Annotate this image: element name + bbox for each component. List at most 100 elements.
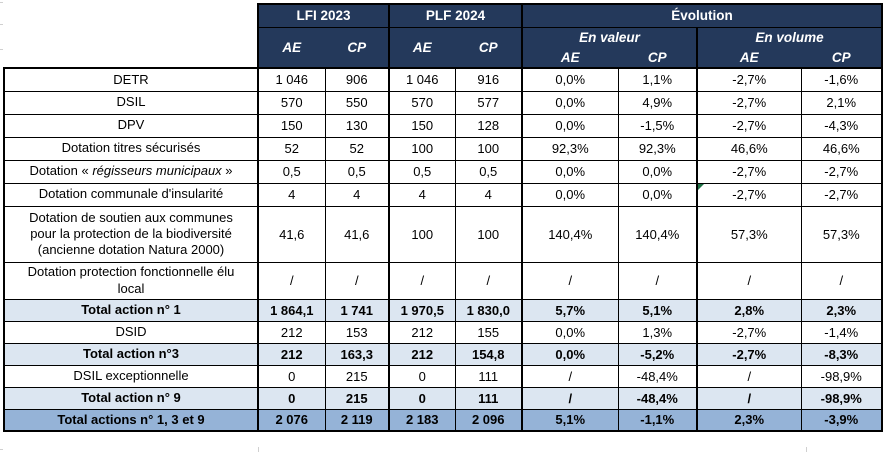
value-cell: 0,0% — [521, 320, 619, 344]
value-cell: -2,7% — [696, 342, 802, 366]
value-cell: -2,7% — [696, 182, 802, 207]
value-cell: -1,6% — [800, 67, 883, 92]
value-cell: 0,0% — [521, 113, 619, 138]
value-cell: 5,1% — [617, 298, 698, 322]
value-cell: 100 — [454, 136, 523, 161]
value-cell: -8,3% — [800, 342, 883, 366]
value-cell: 2 183 — [388, 408, 456, 432]
value-cell: 92,3% — [521, 136, 619, 161]
table-row: Total action n° 9 0 215 0 111/-48,4% / -98,9% — [3, 386, 883, 410]
value-cell: 0 — [257, 386, 326, 410]
header-en-volume: En volume — [696, 26, 883, 49]
value-cell: -2,7% — [800, 159, 883, 184]
value-cell: 5,1% — [521, 408, 619, 432]
corner-spacer — [4, 4, 258, 69]
value-cell: -4,3% — [800, 113, 883, 138]
value-cell: 100 — [388, 136, 456, 161]
value-cell: 0,0% — [617, 182, 698, 207]
value-cell: 550 — [324, 90, 390, 115]
row-label: DSIL — [3, 90, 259, 115]
row-label: Total action n° 1 — [3, 298, 259, 322]
value-cell: 46,6% — [800, 136, 883, 161]
value-cell: 41,6 — [324, 205, 390, 263]
value-cell: / — [324, 261, 390, 300]
gridline-artifact — [0, 49, 3, 50]
table-row: DETR 1 046 906 1 046 916 0,0% 1,1% -2,7% -1,6% — [3, 67, 883, 92]
row-label-part: régisseurs municipaux — [92, 163, 222, 179]
row-label: Dotation communale d'insularité — [3, 182, 259, 207]
gridline-artifact — [0, 24, 3, 25]
value-cell: 1 864,1 — [257, 298, 326, 322]
value-cell: / — [521, 364, 619, 388]
header-valeur-ae: AE — [521, 47, 619, 69]
value-cell: 0,5 — [324, 159, 390, 184]
header-sub-row: AE CP AE CP En valeur En volume — [4, 26, 883, 69]
value-cell: 128 — [454, 113, 523, 138]
table-row: DPV 150 130 150 128 0,0% -1,5% -2,7% -4,3% — [3, 113, 883, 138]
value-cell: -48,4% — [617, 364, 698, 388]
value-cell: 100 — [388, 205, 456, 263]
table-row: DSID 212 153 212 155 0,0% 1,3% -2,7% -1,4% — [3, 320, 883, 344]
value-cell: 4,9% — [617, 90, 698, 115]
value-cell: 57,3% — [696, 205, 802, 263]
value-cell: 5,7% — [521, 298, 619, 322]
value-cell: 215 — [324, 386, 390, 410]
value-cell: / — [388, 261, 456, 300]
value-cell: 1,3% — [617, 320, 698, 344]
value-cell: 0 — [388, 386, 456, 410]
value-cell: 1 741 — [324, 298, 390, 322]
row-label: DETR — [3, 67, 259, 92]
value-cell: 0,0% — [521, 159, 619, 184]
col-group-plf-2024: PLF 2024 — [388, 3, 523, 28]
value-cell: 52 — [257, 136, 326, 161]
value-cell: 2 119 — [324, 408, 390, 432]
value-cell: 4 — [257, 182, 326, 207]
row-label: Dotation de soutien aux communes pour la … — [3, 205, 259, 263]
value-cell: 140,4% — [617, 205, 698, 263]
value-cell: -2,7% — [696, 159, 802, 184]
value-cell: 0,0% — [521, 67, 619, 92]
value-cell: 41,6 — [257, 205, 326, 263]
value-cell: 0,5 — [454, 159, 523, 184]
value-cell: 100 — [454, 205, 523, 263]
header-valeur-cp: CP — [617, 47, 698, 69]
value-cell: 2,3% — [800, 298, 883, 322]
row-label-line: Dotation de soutien aux communes — [29, 209, 233, 225]
value-cell: 570 — [257, 90, 326, 115]
header-volume-ae: AE — [696, 47, 802, 69]
value-cell: 212 — [388, 342, 456, 366]
value-cell: / — [696, 386, 802, 410]
value-cell: 906 — [324, 67, 390, 92]
table-body: DETR 1 046 906 1 046 916 0,0% 1,1% -2,7% -1,6% DS… — [3, 67, 883, 432]
value-cell: 570 — [388, 90, 456, 115]
value-cell: -2,7% — [800, 182, 883, 207]
row-label: DPV — [3, 113, 259, 138]
value-cell: 52 — [324, 136, 390, 161]
gridline-artifact — [806, 447, 807, 452]
value-cell: 163,3 — [324, 342, 390, 366]
value-cell: -1,5% — [617, 113, 698, 138]
value-cell: 4 — [388, 182, 456, 207]
value-cell: 4 — [324, 182, 390, 207]
value-cell: / — [617, 261, 698, 300]
value-cell: 46,6% — [696, 136, 802, 161]
value-cell: 1 830,0 — [454, 298, 523, 322]
row-label: Total action n°3 — [3, 342, 259, 366]
gridline-artifact — [258, 447, 259, 452]
value-cell: / — [696, 364, 802, 388]
value-cell: -98,9% — [800, 364, 883, 388]
table-row: Dotation de soutien aux communes pour la … — [3, 205, 883, 263]
value-cell: -48,4% — [617, 386, 698, 410]
value-cell: 2,8% — [696, 298, 802, 322]
value-cell: 0,5 — [257, 159, 326, 184]
value-cell: -2,7% — [696, 67, 802, 92]
row-label: Dotation « régisseurs municipaux » — [3, 159, 259, 184]
value-cell: 0,5 — [388, 159, 456, 184]
value-cell: -2,7% — [696, 90, 802, 115]
value-cell: / — [454, 261, 523, 300]
value-cell: 1 046 — [257, 67, 326, 92]
value-cell: 577 — [454, 90, 523, 115]
value-cell: 916 — [454, 67, 523, 92]
